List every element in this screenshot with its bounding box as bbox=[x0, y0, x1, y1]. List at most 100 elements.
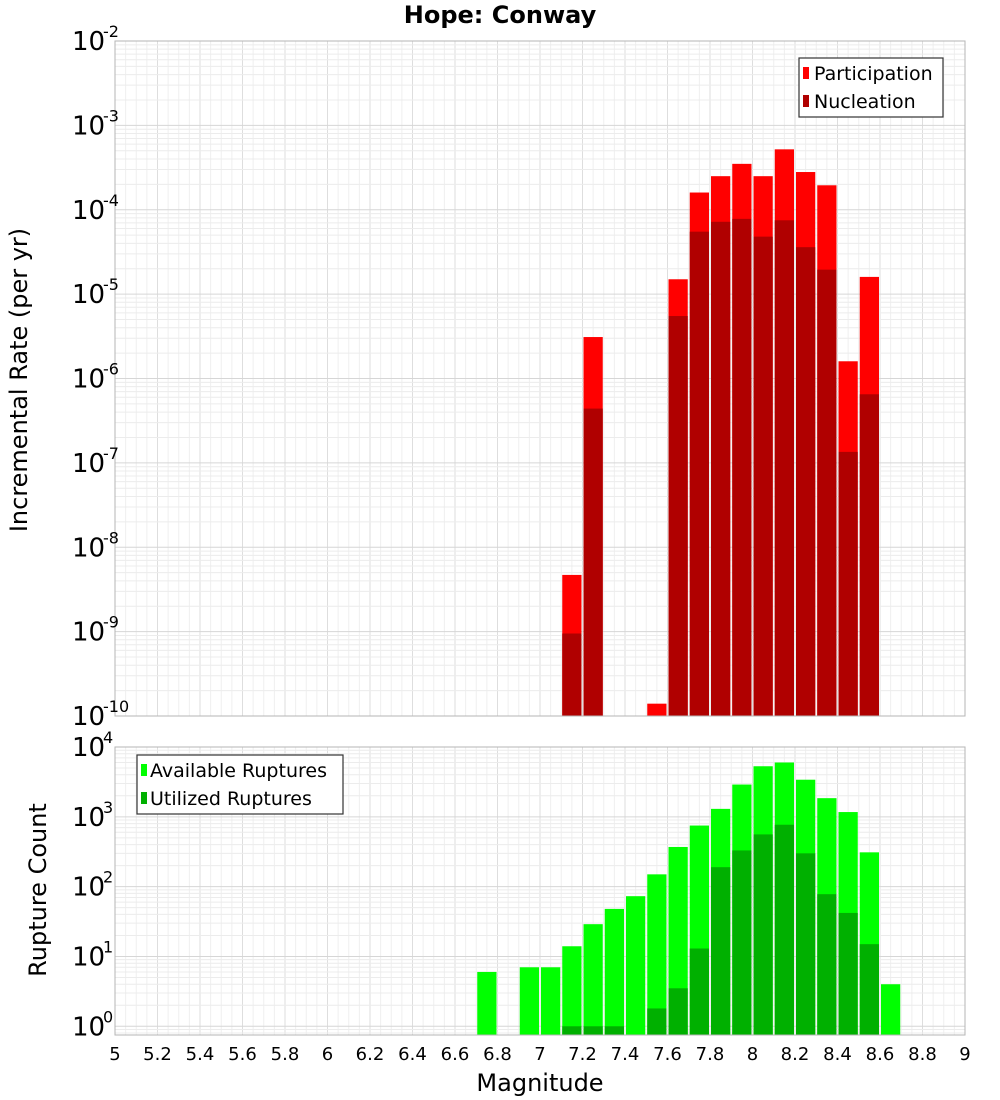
x-tick-label: 8.4 bbox=[823, 1044, 852, 1065]
x-tick-label: 7.2 bbox=[568, 1044, 597, 1065]
available-ruptures-bar bbox=[647, 874, 667, 1035]
nucleation-bar bbox=[817, 269, 837, 716]
y-tick-exponent: -6 bbox=[103, 360, 119, 379]
x-tick-label: 8.6 bbox=[866, 1044, 895, 1065]
x-tick-label: 6.8 bbox=[483, 1044, 512, 1065]
utilized-ruptures-bar bbox=[774, 824, 794, 1035]
utilized-ruptures-bar bbox=[689, 948, 709, 1035]
x-tick-label: 5.6 bbox=[228, 1044, 257, 1065]
y-tick-label: 10 bbox=[72, 942, 105, 972]
utilized-ruptures-bar bbox=[859, 944, 879, 1035]
nucleation-bar bbox=[583, 408, 603, 716]
plot-frame bbox=[114, 746, 966, 1036]
available-swatch bbox=[141, 764, 147, 776]
y-tick-label: 10 bbox=[72, 196, 105, 226]
y-tick-exponent: -9 bbox=[103, 613, 119, 632]
y-tick-exponent: -7 bbox=[103, 444, 119, 463]
plot-frame bbox=[114, 40, 966, 717]
available-ruptures-bar bbox=[477, 971, 497, 1035]
available-ruptures-bar bbox=[881, 984, 901, 1035]
nucleation-bar bbox=[838, 451, 858, 716]
x-tick-label: 6.2 bbox=[356, 1044, 385, 1065]
y-tick-exponent: -5 bbox=[103, 275, 119, 294]
top-legend: Participation Nucleation bbox=[798, 57, 944, 118]
x-tick-label: 8.8 bbox=[908, 1044, 937, 1065]
utilized-ruptures-bar bbox=[711, 867, 731, 1035]
nucleation-bar bbox=[796, 247, 816, 716]
y-tick-exponent: 1 bbox=[103, 937, 113, 956]
y-tick-label: 10 bbox=[72, 803, 105, 833]
utilized-ruptures-bar bbox=[732, 850, 752, 1035]
legend-label-available: Available Ruptures bbox=[150, 760, 327, 782]
y-tick-exponent: -2 bbox=[103, 22, 119, 41]
y-tick-exponent: -10 bbox=[103, 697, 129, 716]
nucleation-bar bbox=[732, 218, 752, 716]
y-tick-label: 10 bbox=[72, 1012, 105, 1042]
utilized-ruptures-bar bbox=[817, 894, 837, 1035]
available-ruptures-bar bbox=[583, 924, 603, 1035]
x-tick-label: 9 bbox=[959, 1044, 970, 1065]
x-tick-label: 6.4 bbox=[398, 1044, 427, 1065]
utilized-ruptures-bar bbox=[583, 1026, 603, 1035]
utilized-ruptures-bar bbox=[668, 988, 688, 1035]
nucleation-bar bbox=[689, 231, 709, 716]
y-tick-label: 10 bbox=[72, 449, 105, 479]
utilized-ruptures-bar bbox=[604, 1026, 624, 1035]
utilized-swatch bbox=[141, 792, 147, 804]
nucleation-bar bbox=[562, 633, 582, 716]
x-tick-label: 6 bbox=[322, 1044, 333, 1065]
legend-box bbox=[136, 754, 344, 815]
y-tick-label: 10 bbox=[72, 533, 105, 563]
nucleation-bar bbox=[774, 220, 794, 717]
y-tick-label: 10 bbox=[72, 618, 105, 648]
x-tick-label: 6.6 bbox=[441, 1044, 470, 1065]
chart-title: Hope: Conway bbox=[404, 1, 597, 29]
participation-bar bbox=[647, 703, 667, 716]
x-axis-tick-labels: 5 5.2 5.4 5.6 5.8 6 6.2 6.4 6.6 6.8 7 7.2 7.4 7.6 7.8 8… bbox=[109, 1044, 970, 1065]
legend-label-utilized: Utilized Ruptures bbox=[150, 788, 312, 810]
y-tick-exponent: -4 bbox=[103, 191, 119, 210]
y-tick-exponent: 0 bbox=[103, 1007, 113, 1026]
nucleation-bar bbox=[859, 394, 879, 716]
utilized-ruptures-bar bbox=[796, 853, 816, 1035]
x-tick-label: 7.4 bbox=[611, 1044, 640, 1065]
x-tick-label: 8 bbox=[747, 1044, 758, 1065]
available-ruptures-bar bbox=[626, 896, 646, 1035]
y-tick-label: 10 bbox=[72, 111, 105, 141]
nucleation-swatch bbox=[803, 95, 809, 107]
x-axis-title: Magnitude bbox=[476, 1069, 603, 1097]
y-tick-exponent: 2 bbox=[103, 868, 113, 887]
utilized-ruptures-bar bbox=[753, 834, 773, 1035]
nucleation-bar bbox=[668, 316, 688, 716]
utilized-ruptures-bar bbox=[562, 1026, 582, 1035]
top-y-axis-title: Incremental Rate (per yr) bbox=[5, 228, 33, 532]
bottom-legend: Available Ruptures Utilized Ruptures bbox=[136, 754, 344, 815]
x-tick-label: 7.6 bbox=[653, 1044, 682, 1065]
bottom-y-axis-title: Rupture Count bbox=[24, 803, 52, 977]
x-tick-label: 5.8 bbox=[271, 1044, 300, 1065]
y-tick-label: 10 bbox=[72, 280, 105, 310]
y-tick-label: 10 bbox=[72, 27, 105, 57]
participation-swatch bbox=[803, 67, 809, 79]
y-tick-label: 10 bbox=[72, 702, 105, 732]
y-tick-exponent: 3 bbox=[103, 798, 113, 817]
nucleation-bar bbox=[753, 236, 773, 716]
legend-label-participation: Participation bbox=[814, 63, 933, 85]
x-tick-label: 5 bbox=[109, 1044, 120, 1065]
x-tick-label: 5.2 bbox=[143, 1044, 172, 1065]
utilized-ruptures-bar bbox=[647, 1008, 667, 1035]
nucleation-bar bbox=[711, 221, 731, 716]
x-tick-label: 8.2 bbox=[781, 1044, 810, 1065]
y-tick-exponent: 4 bbox=[103, 728, 113, 747]
legend-label-nucleation: Nucleation bbox=[814, 91, 916, 113]
x-tick-label: 5.4 bbox=[186, 1044, 215, 1065]
x-tick-label: 7 bbox=[534, 1044, 545, 1065]
y-tick-exponent: -3 bbox=[103, 106, 119, 125]
x-tick-label: 7.8 bbox=[696, 1044, 725, 1065]
y-tick-label: 10 bbox=[72, 733, 105, 763]
y-tick-exponent: -8 bbox=[103, 528, 119, 547]
available-ruptures-bar bbox=[541, 967, 561, 1035]
